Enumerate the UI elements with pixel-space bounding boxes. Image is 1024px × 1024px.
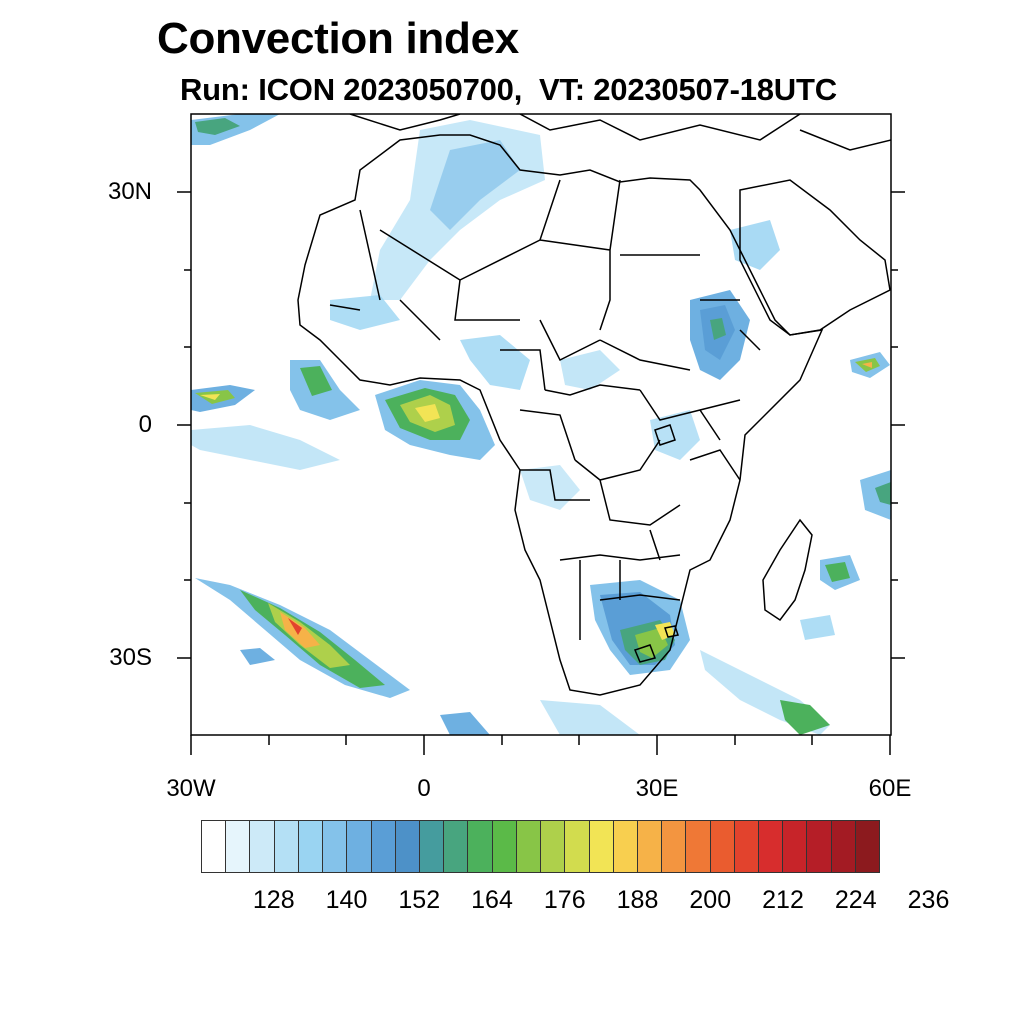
- colorbar-box: [274, 821, 299, 872]
- convection-field: [191, 114, 891, 735]
- colorbar-box: [419, 821, 445, 872]
- colorbar-box: [710, 821, 735, 872]
- colorbar-box: [686, 821, 711, 872]
- x-tick-label-30e: 30E: [635, 775, 679, 802]
- colorbar-label: 188: [616, 886, 659, 914]
- colorbar-box: [226, 821, 251, 872]
- colorbar-box: [613, 821, 638, 872]
- colorbar-box: [541, 821, 566, 872]
- colorbar-box: [492, 821, 517, 872]
- coastlines-and-borders: [297, 114, 891, 696]
- colorbar-box: [298, 821, 324, 872]
- colorbar-label: 236: [907, 886, 950, 914]
- colorbar-box: [759, 821, 784, 872]
- colorbar-box: [347, 821, 372, 872]
- colorbar-box: [323, 821, 348, 872]
- colorbar: [201, 820, 880, 873]
- colorbar-box: [589, 821, 614, 872]
- y-tick-label-30s: 30S: [109, 644, 152, 671]
- colorbar-label: 176: [543, 886, 586, 914]
- colorbar-box: [444, 821, 469, 872]
- y-tick-label-0: 0: [138, 411, 152, 438]
- colorbar-box: [468, 821, 493, 872]
- y-tick-label-30n: 30N: [107, 178, 152, 205]
- colorbar-box: [855, 821, 880, 872]
- colorbar-box: [565, 821, 590, 872]
- colorbar-box: [250, 821, 275, 872]
- colorbar-box: [202, 821, 227, 872]
- colorbar-label: 128: [252, 886, 295, 914]
- colorbar-box: [395, 821, 420, 872]
- colorbar-box: [516, 821, 542, 872]
- colorbar-label: 152: [398, 886, 441, 914]
- colorbar-box: [783, 821, 808, 872]
- x-tick-label-0: 0: [417, 775, 431, 802]
- colorbar-label: 212: [762, 886, 804, 914]
- map-title: Convection index: [157, 14, 519, 63]
- map-subtitle: Run: ICON 2023050700, VT: 20230507-18UTC: [180, 72, 837, 107]
- colorbar-box: [734, 821, 760, 872]
- x-tick-label-30w: 30W: [166, 775, 216, 802]
- colorbar-box: [637, 821, 663, 872]
- axis-ticks: [177, 191, 905, 755]
- colorbar-box: [831, 821, 856, 872]
- colorbar-box: [662, 821, 687, 872]
- colorbar-label: 224: [834, 886, 877, 914]
- colorbar-box: [807, 821, 832, 872]
- colorbar-box: [371, 821, 396, 872]
- colorbar-label: 164: [471, 886, 513, 914]
- colorbar-label: 200: [689, 886, 732, 914]
- colorbar-label: 140: [325, 886, 368, 914]
- x-tick-label-60e: 60E: [868, 775, 912, 802]
